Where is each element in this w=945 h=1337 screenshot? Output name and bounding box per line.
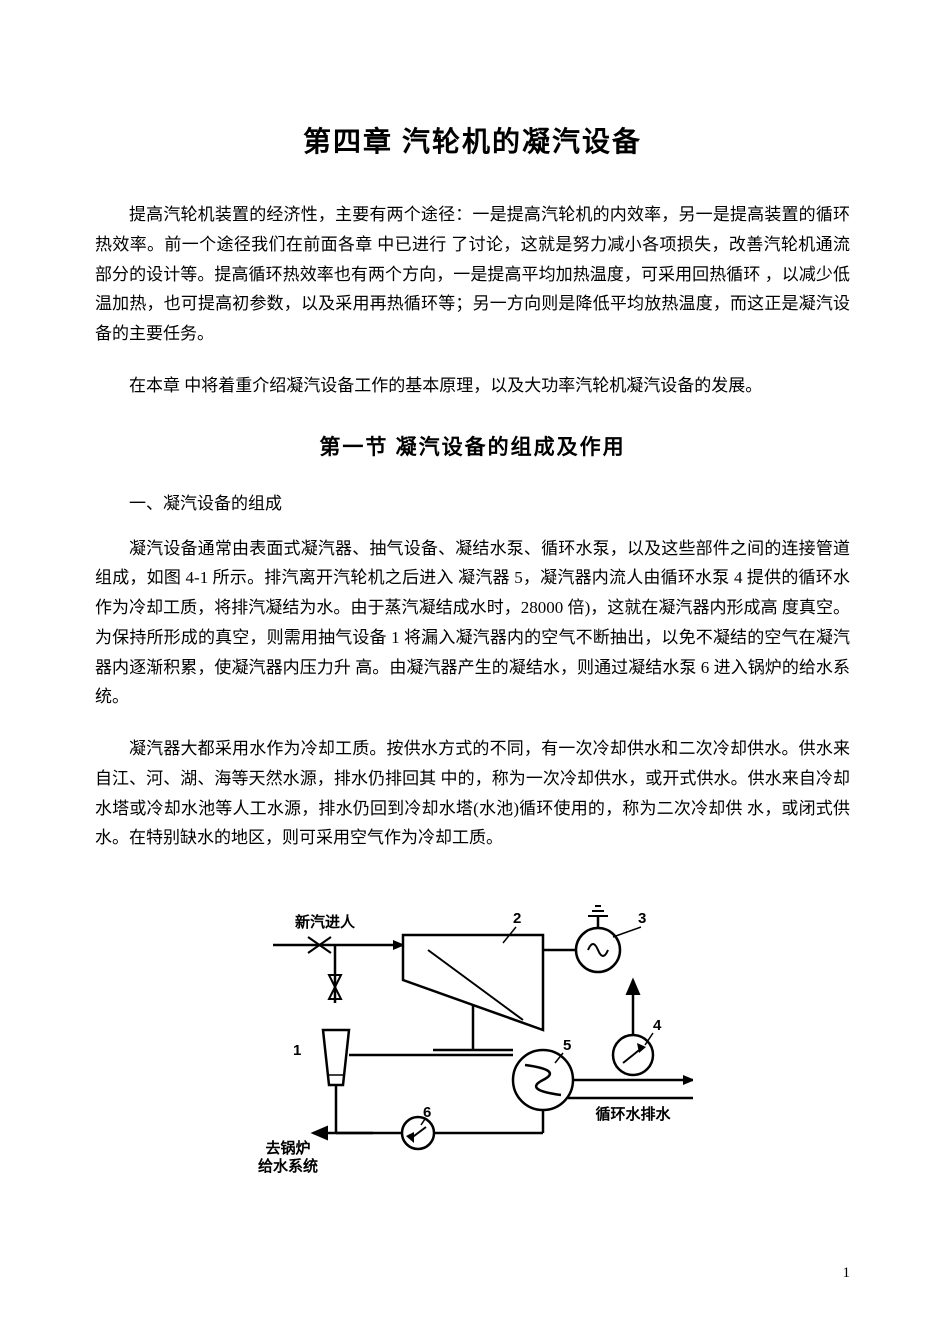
svg-text:循环水排水: 循环水排水 [595, 1105, 671, 1123]
svg-text:6: 6 [423, 1104, 431, 1121]
svg-text:新汽进人: 新汽进人 [294, 913, 355, 931]
figure-4-1-diagram: 1 2 3 4 5 6 新汽进人去锅炉给水系统 循环水排水 [253, 875, 693, 1175]
paragraph-1: 提高汽轮机装置的经济性，主要有两个途径：一是提高汽轮机的内效率，另一是提高装置的… [95, 200, 850, 349]
paragraph-4: 凝汽器大都采用水作为冷却工质。按供水方式的不同，有一次冷却供水和二次冷却供水。供… [95, 734, 850, 853]
svg-text:2: 2 [513, 910, 521, 927]
svg-text:给水系统: 给水系统 [257, 1157, 317, 1175]
section-1-title: 第一节 凝汽设备的组成及作用 [95, 431, 850, 461]
svg-text:4: 4 [653, 1017, 662, 1034]
subsection-1-title: 一、凝汽设备的组成 [95, 489, 850, 514]
svg-text:去锅炉: 去锅炉 [265, 1139, 310, 1157]
svg-text:3: 3 [638, 910, 646, 927]
paragraph-2: 在本章 中将着重介绍凝汽设备工作的基本原理，以及大功率汽轮机凝汽设备的发展。 [95, 371, 850, 401]
svg-text:1: 1 [293, 1042, 301, 1059]
figure-4-1-container: 1 2 3 4 5 6 新汽进人去锅炉给水系统 循环水排水 [95, 875, 850, 1175]
chapter-title: 第四章 汽轮机的凝汽设备 [95, 120, 850, 160]
paragraph-3: 凝汽设备通常由表面式凝汽器、抽气设备、凝结水泵、循环水泵，以及这些部件之间的连接… [95, 534, 850, 713]
page-number: 1 [843, 1265, 851, 1282]
svg-text:5: 5 [563, 1037, 571, 1054]
